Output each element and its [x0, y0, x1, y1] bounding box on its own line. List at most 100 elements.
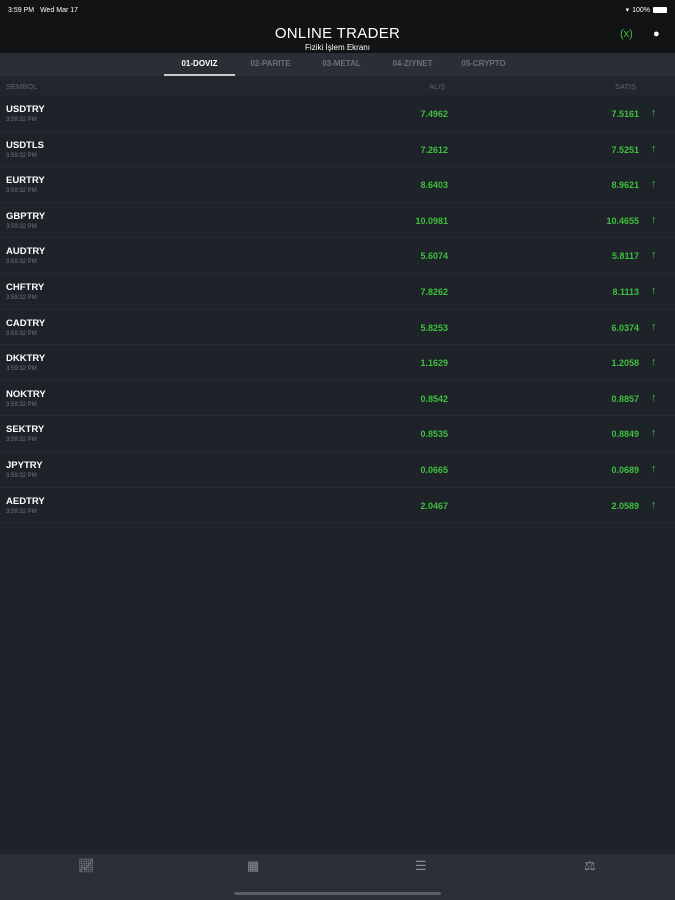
tab-ziynet[interactable]: 04-ZIYNET	[392, 59, 433, 68]
bottom-nav: 📈︎ ▦ ☰ ⚖︎	[0, 853, 675, 900]
arrow-up-icon: ↑	[651, 498, 657, 511]
update-time: 3:59:32 PM	[6, 188, 37, 195]
bid-price: 7.2612	[420, 144, 448, 155]
quote-row[interactable]: AEDTRY 3:59:32 PM 2.0467 2.0589 ↑	[0, 488, 675, 524]
update-time: 3:59:32 PM	[6, 366, 37, 373]
battery-percent: 100%	[632, 6, 650, 14]
symbol: CADTRY	[6, 317, 46, 329]
arrow-up-icon: ↑	[651, 427, 657, 440]
arrow-up-icon: ↑	[651, 284, 657, 297]
update-time: 3:59:32 PM	[6, 437, 37, 444]
tab-bar: 01-DOVIZ 02-PARITE 03-METAL 04-ZIYNET 05…	[0, 53, 675, 76]
update-time: 3:59:32 PM	[6, 330, 37, 337]
bid-price: 0.8542	[420, 393, 448, 404]
bid-price: 0.0665	[420, 464, 448, 475]
bid-price: 2.0467	[420, 500, 448, 511]
arrow-up-icon: ↑	[651, 107, 657, 119]
quote-row[interactable]: NOKTRY 3:59:32 PM 0.8542 0.8857 ↑	[0, 381, 675, 417]
symbol: GBPTRY	[6, 210, 46, 222]
update-time: 3:59:32 PM	[6, 152, 37, 159]
app-title: ONLINE TRADER	[274, 25, 401, 42]
quote-row[interactable]: CADTRY 3:59:32 PM 5.8253 6.0374 ↑	[0, 310, 675, 346]
chart-icon[interactable]: 📈︎	[78, 858, 95, 873]
quote-row[interactable]: SEKTRY 3:59:32 PM 0.8535 0.8849 ↑	[0, 416, 675, 452]
symbol: DKKTRY	[6, 353, 46, 365]
arrow-up-icon: ↑	[651, 213, 657, 226]
arrow-up-icon: ↑	[651, 320, 657, 333]
home-indicator[interactable]	[234, 892, 441, 895]
quote-row[interactable]: JPYTRY 3:59:32 PM 0.0665 0.0689 ↑	[0, 452, 675, 488]
col-ask: SATIŞ	[615, 82, 637, 91]
symbol: AEDTRY	[6, 495, 45, 507]
update-time: 3:59:32 PM	[6, 223, 37, 230]
ask-price: 1.2058	[611, 358, 639, 369]
symbol: SEKTRY	[6, 424, 45, 436]
symbol: AUDTRY	[6, 246, 46, 258]
wifi-icon: ▾	[625, 7, 630, 14]
quote-row[interactable]: GBPTRY 3:59:32 PM 10.0981 10.4655 ↑	[0, 203, 675, 239]
ask-price: 7.5251	[611, 144, 639, 155]
tab-doviz[interactable]: 01-DOVIZ	[164, 53, 235, 76]
update-time: 3:59:32 PM	[6, 508, 37, 515]
status-bar: 3:59 PM Wed Mar 17 ▾ 100%	[0, 0, 675, 20]
symbol: CHFTRY	[6, 281, 45, 293]
ask-price: 0.8849	[611, 429, 639, 440]
arrow-up-icon: ↑	[651, 249, 657, 262]
update-time: 3:59:32 PM	[6, 294, 37, 301]
ask-price: 7.5161	[611, 109, 639, 119]
app-subtitle: Fiziki İşlem Ekranı	[305, 43, 370, 52]
tab-parite[interactable]: 02-PARITE	[250, 59, 291, 68]
bid-price: 0.8535	[420, 429, 448, 440]
bid-price: 5.8253	[420, 322, 448, 333]
update-time: 3:59:32 PM	[6, 401, 37, 408]
quote-list: USDTRY 3:59:32 PM 7.4962 7.5161 ↑ USDTLS …	[0, 96, 675, 524]
status-time: 3:59 PM	[8, 6, 35, 14]
bid-price: 8.6403	[420, 180, 448, 191]
arrow-up-icon: ↑	[651, 462, 657, 475]
arrow-up-icon: ↑	[651, 142, 657, 155]
ask-price: 6.0374	[611, 322, 639, 333]
bid-price: 10.0981	[415, 215, 448, 226]
calendar-icon[interactable]: ▦	[247, 858, 260, 873]
arrow-up-icon: ↑	[651, 178, 657, 191]
quote-row[interactable]: USDTRY 3:59:32 PM 7.4962 7.5161 ↑	[0, 96, 675, 132]
arrow-up-icon: ↑	[651, 356, 657, 369]
connection-icon[interactable]: (x)	[620, 28, 633, 40]
user-icon[interactable]: ●	[653, 28, 660, 40]
list-icon[interactable]: ☰	[415, 858, 427, 873]
ask-price: 8.9621	[611, 180, 639, 191]
symbol: NOKTRY	[6, 388, 46, 400]
quote-row[interactable]: USDTLS 3:59:32 PM 7.2612 7.5251 ↑	[0, 132, 675, 168]
update-time: 3:59:32 PM	[6, 117, 37, 123]
scale-icon[interactable]: ⚖︎	[584, 858, 596, 873]
bid-price: 1.1629	[420, 358, 448, 369]
quote-row[interactable]: DKKTRY 3:59:32 PM 1.1629 1.2058 ↑	[0, 345, 675, 381]
ask-price: 2.0589	[611, 500, 639, 511]
ask-price: 10.4655	[606, 215, 639, 226]
battery-icon	[653, 7, 667, 13]
symbol: EURTRY	[6, 175, 45, 187]
status-date: Wed Mar 17	[40, 6, 79, 14]
update-time: 3:59:32 PM	[6, 259, 37, 266]
quote-row[interactable]: AUDTRY 3:59:32 PM 5.6074 5.8117 ↑	[0, 238, 675, 274]
quote-row[interactable]: EURTRY 3:59:32 PM 8.6403 8.9621 ↑	[0, 167, 675, 203]
tab-crypto[interactable]: 05-CRYPTO	[461, 59, 506, 68]
ask-price: 0.8857	[611, 393, 639, 404]
symbol: USDTRY	[6, 104, 45, 115]
ask-price: 8.1113	[612, 286, 639, 297]
ask-price: 5.8117	[611, 251, 639, 262]
symbol: USDTLS	[6, 139, 44, 151]
bid-price: 7.8262	[420, 286, 448, 297]
arrow-up-icon: ↑	[651, 391, 657, 404]
quote-row[interactable]: CHFTRY 3:59:32 PM 7.8262 8.1113 ↑	[0, 274, 675, 310]
update-time: 3:59:32 PM	[6, 472, 37, 479]
column-header: SEMBOL ALIŞ SATIŞ	[0, 76, 675, 96]
col-bid: ALIŞ	[429, 82, 446, 91]
bid-price: 5.6074	[420, 251, 448, 262]
tab-metal[interactable]: 03-METAL	[322, 59, 361, 68]
app-header: ONLINE TRADER Fiziki İşlem Ekranı (x) ●	[0, 20, 675, 53]
ask-price: 0.0689	[611, 464, 639, 475]
col-symbol: SEMBOL	[6, 82, 38, 91]
bid-price: 7.4962	[420, 109, 448, 119]
symbol: JPYTRY	[6, 459, 43, 471]
